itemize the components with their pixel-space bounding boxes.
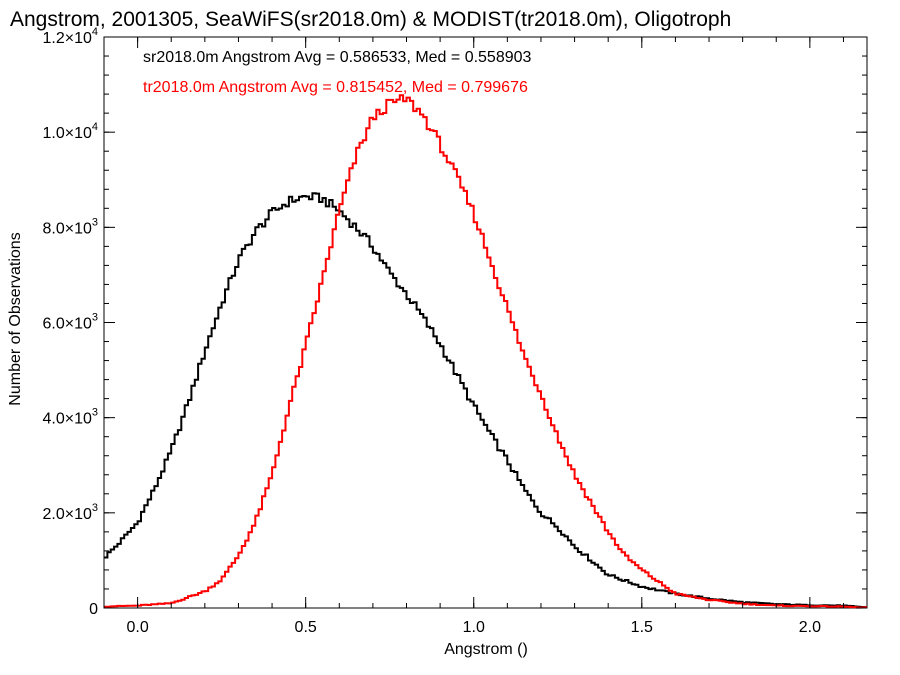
annotation-series-1: sr2018.0m Angstrom Avg = 0.586533, Med =… (143, 49, 532, 66)
x-tick-label: 0.5 (295, 619, 317, 636)
chart-title: Angstrom, 2001305, SeaWiFS(sr2018.0m) & … (10, 8, 731, 31)
y-tick-label: 1.2×104 (42, 26, 98, 47)
series-line-2 (104, 94, 867, 609)
y-axis-label: Number of Observations (7, 232, 24, 405)
x-tick-label: 1.0 (463, 619, 485, 636)
x-axis-label: Angstrom () (444, 641, 528, 658)
y-tick-label: 4.0×103 (42, 407, 98, 428)
y-tick-label: 6.0×103 (42, 312, 98, 333)
series-layer (104, 94, 867, 609)
y-tick-label: 8.0×103 (42, 216, 98, 237)
x-tick-label: 2.0 (799, 619, 821, 636)
plot-border (103, 36, 868, 609)
x-axis: 0.0 0.5 1.0 1.5 2.0 (103, 37, 844, 636)
y-tick-label: 0 (89, 601, 98, 618)
y-tick-label: 1.0×104 (42, 121, 98, 142)
x-tick-label: 1.5 (631, 619, 653, 636)
annotation-series-2: tr2018.0m Angstrom Avg = 0.815452, Med =… (143, 79, 528, 96)
series-line-1 (104, 192, 867, 609)
plot-frame (103, 36, 868, 609)
x-tick-label: 0.0 (126, 619, 148, 636)
y-axis: 0 2.0×103 4.0×103 6.0×103 8.0×103 1.0×104 1.2×… (42, 26, 867, 618)
y-tick-label: 2.0×103 (42, 502, 98, 523)
